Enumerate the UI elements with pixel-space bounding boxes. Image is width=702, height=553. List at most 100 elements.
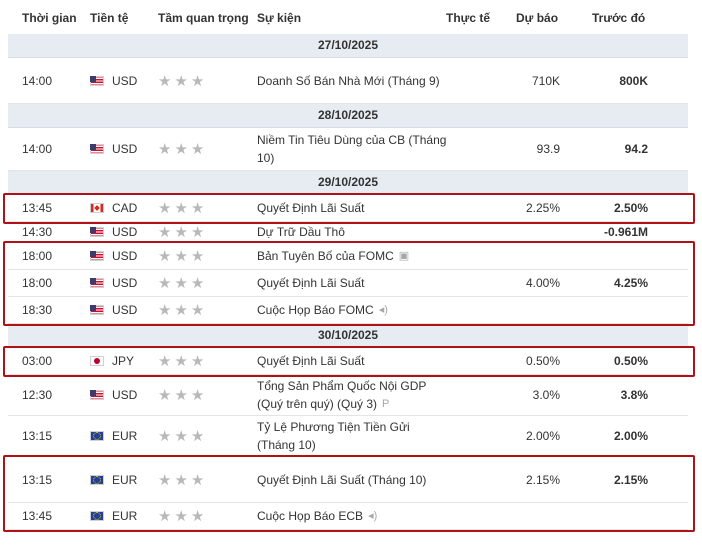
currency-cell: USD [90, 243, 137, 269]
event-cell[interactable]: Tỷ Lệ Phương Tiện Tiền Gửi (Tháng 10) [257, 416, 447, 456]
actual-value [448, 457, 496, 502]
star-rating-icon: ★★★ [158, 302, 208, 319]
table-row[interactable]: 13:45 EUR ★★★ Cuộc Họp Báo ECB ◂) [8, 503, 688, 530]
star-rating-icon: ★★★ [158, 508, 208, 525]
event-cell[interactable]: Quyết Định Lãi Suất (Tháng 10) [257, 457, 447, 502]
event-time: 13:15 [22, 472, 53, 487]
event-cell[interactable]: Bản Tuyên Bố của FOMC ▣ [257, 243, 447, 269]
event-name[interactable]: Quyết Định Lãi Suất (Tháng 10) [257, 472, 427, 487]
flag-eu-icon [90, 511, 104, 521]
forecast-value: 2.25% [525, 201, 560, 215]
event-name[interactable]: Quyết Định Lãi Suất [257, 354, 365, 368]
col-previous-header[interactable]: Trước đó [592, 11, 646, 25]
previous-value: 2.00% [613, 429, 648, 443]
actual-value [448, 243, 496, 269]
currency-code: USD [112, 388, 138, 402]
event-cell[interactable]: Cuộc Họp Báo ECB ◂) [257, 503, 447, 529]
event-name[interactable]: Bản Tuyên Bố của FOMC ▣ [257, 247, 409, 266]
previous-value: 0.50% [613, 354, 648, 368]
speaker-icon[interactable]: ◂) [368, 510, 378, 523]
forecast-value [496, 297, 560, 323]
table-row[interactable]: 13:15 EUR ★★★ Quyết Định Lãi Suất (Tháng 10… [8, 457, 688, 503]
event-cell[interactable]: Dự Trữ Dầu Thô [257, 222, 447, 242]
table-row[interactable]: 18:30 USD ★★★ Cuộc Họp Báo FOMC ◂) [8, 297, 688, 324]
event-name[interactable]: Cuộc Họp Báo FOMC ◂) [257, 301, 388, 320]
star-rating-icon: ★★★ [158, 248, 208, 265]
actual-value [448, 503, 496, 529]
table-row[interactable]: 03:00 JPY ★★★ Quyết Định Lãi Suất 0.50% 0.50% [8, 348, 688, 375]
event-cell[interactable]: Quyết Định Lãi Suất [257, 348, 447, 374]
flag-us-icon [90, 390, 104, 400]
table-row[interactable]: 18:00 USD ★★★ Quyết Định Lãi Suất 4.00% 4.25% [8, 270, 688, 297]
document-icon[interactable]: ▣ [398, 250, 410, 263]
actual-value [448, 270, 496, 296]
col-forecast-header[interactable]: Dự báo [516, 11, 559, 25]
preliminary-icon[interactable]: P [382, 398, 390, 411]
forecast-value: 4.00% [525, 276, 560, 290]
event-name[interactable]: Cuộc Họp Báo ECB ◂) [257, 507, 377, 526]
flag-us-icon [90, 144, 104, 154]
event-name[interactable]: Tổng Sản Phẩm Quốc Nội GDP (Quý trên quý… [257, 377, 447, 414]
event-name[interactable]: Doanh Số Bán Nhà Mới (Tháng 9) [257, 73, 440, 88]
event-name[interactable]: Dự Trữ Dầu Thô [257, 225, 345, 239]
event-cell[interactable]: Niềm Tin Tiêu Dùng của CB (Tháng 10) [257, 128, 447, 170]
importance-cell: ★★★ [158, 195, 207, 221]
event-time: 18:00 [22, 276, 53, 290]
table-row[interactable]: 18:00 USD ★★★ Bản Tuyên Bố của FOMC ▣ [8, 243, 688, 270]
actual-value [448, 297, 496, 323]
event-cell[interactable]: Quyết Định Lãi Suất [257, 270, 447, 296]
event-name[interactable]: Quyết Định Lãi Suất [257, 276, 365, 290]
event-name[interactable]: Tỷ Lệ Phương Tiện Tiền Gửi (Tháng 10) [257, 420, 410, 452]
star-rating-icon: ★★★ [158, 275, 208, 292]
currency-code: EUR [112, 509, 138, 523]
currency-cell: EUR [90, 503, 137, 529]
previous-value: 3.8% [620, 388, 648, 402]
currency-code: CAD [112, 201, 138, 215]
currency-code: EUR [112, 429, 138, 443]
flag-eu-icon [90, 474, 104, 485]
currency-cell: USD [90, 222, 137, 242]
importance-cell: ★★★ [158, 348, 207, 374]
star-rating-icon: ★★★ [158, 471, 208, 489]
event-cell[interactable]: Tổng Sản Phẩm Quốc Nội GDP (Quý trên quý… [257, 375, 447, 415]
col-actual-header[interactable]: Thực tế [446, 11, 491, 25]
currency-code: USD [112, 225, 138, 239]
actual-value [448, 195, 496, 221]
flag-ca-icon [90, 203, 104, 213]
col-event-header[interactable]: Sự kiện [257, 11, 302, 25]
event-name[interactable]: Quyết Định Lãi Suất [257, 201, 365, 215]
speaker-icon[interactable]: ◂) [378, 304, 388, 317]
flag-us-icon [90, 251, 104, 261]
event-time: 18:30 [22, 303, 53, 317]
table-row[interactable]: 12:30 USD ★★★ Tổng Sản Phẩm Quốc Nội GDP (Q… [8, 375, 688, 416]
previous-value: 800K [619, 73, 648, 88]
table-row[interactable]: 13:15 EUR ★★★ Tỷ Lệ Phương Tiện Tiền Gửi (T… [8, 416, 688, 457]
event-cell[interactable]: Quyết Định Lãi Suất [257, 195, 447, 221]
previous-value: 94.2 [624, 142, 648, 156]
currency-cell: USD [90, 297, 137, 323]
table-row[interactable]: 14:30 USD ★★★ Dự Trữ Dầu Thô -0.961M [8, 222, 688, 243]
event-time: 12:30 [22, 388, 53, 402]
flag-us-icon [90, 75, 104, 86]
col-importance-header[interactable]: Tầm quan trọng [158, 11, 249, 25]
previous-value [568, 297, 648, 323]
previous-value [568, 243, 648, 269]
table-row[interactable]: 14:00 USD ★★★ Niềm Tin Tiêu Dùng của CB (Th… [8, 128, 688, 171]
event-cell[interactable]: Cuộc Họp Báo FOMC ◂) [257, 297, 447, 323]
importance-cell: ★★★ [158, 375, 207, 415]
currency-cell: USD [90, 58, 137, 103]
event-time: 14:00 [22, 142, 53, 156]
event-cell[interactable]: Doanh Số Bán Nhà Mới (Tháng 9) [257, 58, 447, 103]
table-row[interactable]: 14:00 USD ★★★ Doanh Số Bán Nhà Mới (Tháng 9… [8, 58, 688, 104]
table-row[interactable]: 13:45 CAD ★★★ Quyết Định Lãi Suất 2.25% 2.50% [8, 195, 688, 222]
event-name[interactable]: Niềm Tin Tiêu Dùng của CB (Tháng 10) [257, 133, 447, 165]
flag-us-icon [90, 227, 104, 237]
importance-cell: ★★★ [158, 243, 207, 269]
date-row: 27/10/2025 [8, 34, 688, 58]
previous-value: -0.961M [603, 225, 648, 239]
col-currency-header[interactable]: Tiền tệ [90, 11, 129, 25]
importance-cell: ★★★ [158, 222, 207, 242]
col-time-header[interactable]: Thời gian [22, 11, 77, 25]
currency-cell: EUR [90, 457, 137, 502]
flag-us-icon [90, 278, 104, 288]
